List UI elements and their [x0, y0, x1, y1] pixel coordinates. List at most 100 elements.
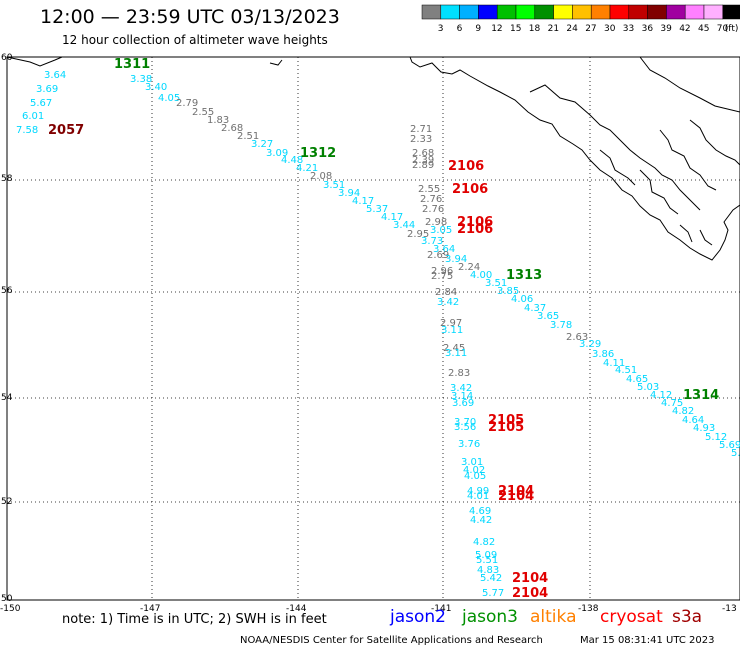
wave-height-value: 1.83 — [207, 115, 229, 126]
wave-height-value: 2.55 — [192, 107, 214, 118]
y-axis-label: 50 — [1, 594, 13, 604]
y-axis-label: 60 — [1, 53, 13, 63]
wave-height-value: 3.11 — [441, 325, 463, 336]
x-axis-label: -150 — [0, 604, 21, 614]
wave-height-value: 3.65 — [537, 311, 559, 322]
wave-height-value: 2.39 — [412, 155, 434, 166]
wave-height-value: 4.93 — [693, 423, 715, 434]
wave-height-value: 2.68 — [221, 123, 243, 134]
wave-height-value: 2.76 — [422, 204, 444, 215]
colorbar-tick-label: 9 — [475, 24, 481, 34]
wave-height-value: 3.69 — [36, 84, 58, 95]
pass-time-label: 2057 — [48, 123, 84, 138]
pass-time-label: 1312 — [300, 146, 336, 161]
pass-time-label: 2104 — [498, 489, 534, 504]
wave-height-value: 2.83 — [448, 368, 470, 379]
wave-height-value: 3.73 — [421, 236, 443, 247]
pass-time-label: 2104 — [512, 571, 548, 586]
lat-lon-grid — [7, 57, 740, 600]
wave-height-value: 3.85 — [497, 286, 519, 297]
wave-height-value: 2.95 — [407, 229, 429, 240]
wave-height-value: 4.06 — [511, 294, 533, 305]
wave-height-value: 2.84 — [435, 287, 457, 298]
wave-height-value: 3.29 — [579, 339, 601, 350]
wave-height-value: 2.63 — [566, 332, 588, 343]
wave-height-value: 4.05 — [158, 93, 180, 104]
wave-height-value: 5.51 — [476, 555, 498, 566]
wave-height-value: 4.02 — [463, 465, 485, 476]
colorbar-tick-label: 15 — [510, 24, 521, 34]
colorbar-tick-label: 6 — [457, 24, 463, 34]
wave-height-value: 2.98 — [425, 217, 447, 228]
wave-height-value: 3.40 — [145, 82, 167, 93]
pass-time-label: 2105 — [488, 420, 524, 435]
wave-height-value: 3.11 — [445, 348, 467, 359]
colorbar-tick-label: 12 — [491, 24, 502, 34]
wave-height-value: 3.69 — [452, 398, 474, 409]
wave-height-value: 3.86 — [592, 349, 614, 360]
wave-height-value: 4.21 — [296, 163, 318, 174]
wave-height-tracks: 3.643.695.676.017.583.383.404.052.792.55… — [16, 70, 740, 599]
page-subtitle: 12 hour collection of altimeter wave hei… — [62, 33, 328, 47]
wave-height-value: 2.89 — [412, 160, 434, 171]
pass-time-label: 2106 — [457, 222, 493, 237]
wave-height-value: 4.01 — [467, 491, 489, 502]
colorbar-unit: (ft) — [725, 24, 739, 34]
legend-jason2: jason2 — [390, 607, 446, 627]
wave-height-value: 3.64 — [44, 70, 66, 81]
wave-height-value: 5.09 — [475, 550, 497, 561]
colorbar-tick-label: 39 — [660, 24, 672, 34]
pass-time-labels: 1311205713122106210621062106131313142105… — [48, 57, 719, 601]
colorbar-tick-label: 36 — [642, 24, 654, 34]
legend-jason3: jason3 — [462, 607, 518, 627]
wave-height-value: 5.42 — [480, 573, 502, 584]
legend-s3a: s3a — [672, 607, 703, 627]
colorbar-tick-label: 18 — [529, 24, 541, 34]
wave-height-value: 5.69 — [719, 440, 740, 451]
colorbar-tick-label: 30 — [604, 24, 616, 34]
wave-height-value: 3.38 — [130, 74, 152, 85]
wave-height-value: 4.12 — [650, 390, 672, 401]
wave-height-value: 4.69 — [469, 506, 491, 517]
wave-height-value: 3.05 — [430, 225, 452, 236]
wave-height-value: 4.17 — [352, 196, 374, 207]
colorbar-tick-label: 45 — [698, 24, 709, 34]
wave-height-value: 3.01 — [461, 457, 483, 468]
wave-height-value: 4.42 — [470, 515, 492, 526]
wave-height-value: 7.58 — [16, 125, 38, 136]
wave-height-value: 5.12 — [705, 432, 727, 443]
colorbar-tick-label: 21 — [548, 24, 559, 34]
wave-height-value: 4.00 — [470, 270, 492, 281]
wave-height-value: 4.83 — [477, 565, 499, 576]
wave-height-value: 4.75 — [661, 398, 683, 409]
wave-height-value: 2.75 — [431, 271, 453, 282]
wave-height-value: 3.56 — [454, 422, 476, 433]
y-axis-label: 56 — [1, 286, 13, 296]
color-legend: 3 6 9 12 15 18 21 24 27 30 33 36 39 42 45 70(ft) — [421, 4, 740, 34]
wave-height-value: 2.08 — [310, 171, 332, 182]
wave-height-value: 4.82 — [473, 537, 495, 548]
wave-height-value: 2.45 — [443, 343, 465, 354]
wave-height-value: 3.27 — [251, 139, 273, 150]
colorbar-tick-label: 33 — [623, 24, 634, 34]
wave-height-value: 3.94 — [445, 254, 467, 265]
y-axis-label: 52 — [1, 497, 12, 507]
pass-time-label: 1313 — [506, 268, 542, 283]
pass-time-label: 2104 — [512, 586, 548, 601]
wave-height-value: 5.37 — [366, 204, 388, 215]
pass-time-label: 1311 — [114, 57, 150, 72]
wave-height-value: 5. — [731, 448, 740, 459]
wave-height-value: 4.99 — [467, 486, 489, 497]
page-title: 12:00 — 23:59 UTC 03/13/2023 — [40, 6, 340, 28]
wave-height-value: 2.68 — [412, 148, 434, 159]
wave-height-value: 3.78 — [550, 320, 572, 331]
wave-height-value: 5.03 — [637, 382, 659, 393]
pass-time-label: 2106 — [448, 159, 484, 174]
wave-height-value: 4.37 — [524, 303, 546, 314]
wave-height-value: 3.42 — [437, 297, 459, 308]
colorbar-tick-label: 3 — [438, 24, 444, 34]
wave-height-value: 4.11 — [603, 358, 625, 369]
wave-height-value: 4.82 — [672, 406, 694, 417]
wave-height-value: 4.05 — [464, 471, 486, 482]
wave-height-value: 2.24 — [458, 262, 480, 273]
